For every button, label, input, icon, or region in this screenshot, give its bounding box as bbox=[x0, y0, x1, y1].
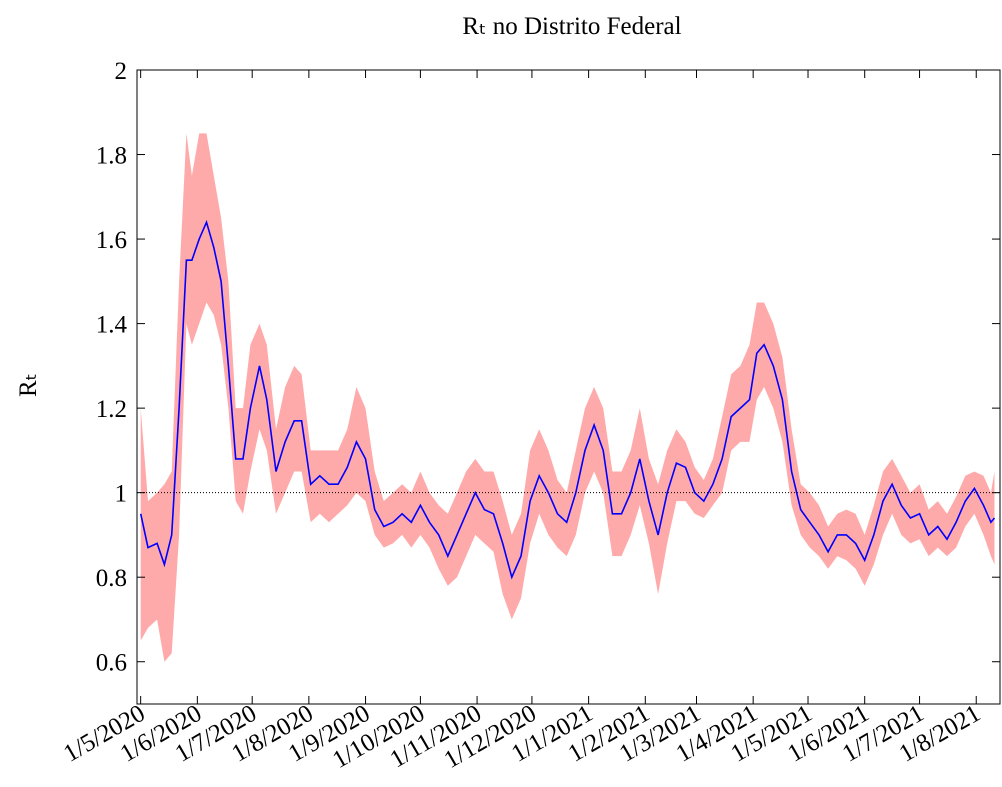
rt-line bbox=[139, 219, 996, 580]
y-tick-label: 1.4 bbox=[96, 312, 128, 339]
chart-title: Rₜ no Distrito Federal bbox=[462, 13, 681, 40]
plot-frame bbox=[136, 69, 1001, 705]
confidence-band bbox=[140, 133, 995, 662]
y-tick-label: 1.6 bbox=[96, 227, 127, 254]
y-tick-label: 2 bbox=[115, 58, 128, 85]
y-tick-label: 0.6 bbox=[96, 650, 127, 677]
y-tick-label: 1.8 bbox=[96, 143, 127, 170]
y-tick-label: 1.2 bbox=[96, 396, 127, 423]
y-axis-label: Rₜ bbox=[15, 373, 42, 397]
y-tick-label: 1 bbox=[115, 481, 128, 508]
y-tick-label: 0.8 bbox=[96, 565, 127, 592]
